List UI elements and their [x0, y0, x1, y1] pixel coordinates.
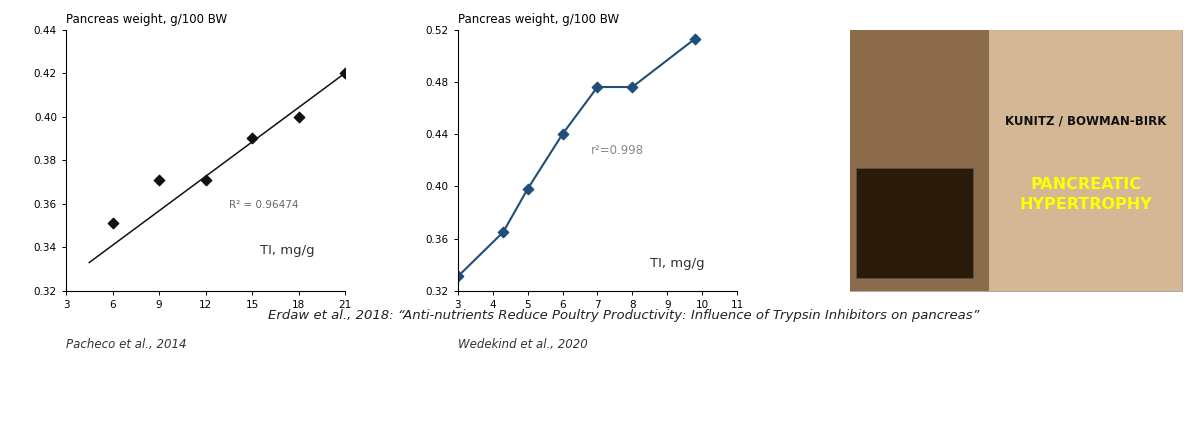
Point — [289, 113, 308, 120]
Bar — [857, 168, 973, 278]
Text: Erdaw et al., 2018: “Anti-nutrients Reduce Poultry Productivity: Influence of Tr: Erdaw et al., 2018: “Anti-nutrients Redu… — [269, 308, 979, 322]
Point — [242, 135, 262, 142]
Point — [493, 229, 512, 235]
Text: Pancreas weight, g/100 BW: Pancreas weight, g/100 BW — [66, 13, 227, 26]
Point — [518, 186, 538, 192]
Point — [553, 131, 572, 138]
Point — [588, 84, 607, 90]
Text: PANCREATIC
HYPERTROPHY: PANCREATIC HYPERTROPHY — [1019, 177, 1152, 211]
Text: TI, mg/g: TI, mg/g — [260, 244, 314, 257]
Point — [196, 176, 215, 183]
Text: Pancreas weight, g/100 BW: Pancreas weight, g/100 BW — [458, 13, 619, 26]
Point — [336, 70, 355, 76]
Text: KUNITZ / BOWMAN-BIRK: KUNITZ / BOWMAN-BIRK — [1004, 114, 1166, 127]
Point — [103, 220, 122, 227]
Point — [150, 176, 169, 183]
Text: Pacheco et al., 2014: Pacheco et al., 2014 — [66, 338, 186, 351]
Text: TI, mg/g: TI, mg/g — [649, 257, 704, 271]
Point — [623, 84, 642, 90]
Bar — [850, 30, 989, 291]
Text: Wedekind et al., 2020: Wedekind et al., 2020 — [458, 338, 588, 351]
Bar — [989, 30, 1182, 291]
Point — [685, 35, 704, 42]
Point — [449, 273, 468, 280]
Text: r²=0.998: r²=0.998 — [590, 143, 643, 157]
Text: R² = 0.96474: R² = 0.96474 — [229, 200, 299, 210]
